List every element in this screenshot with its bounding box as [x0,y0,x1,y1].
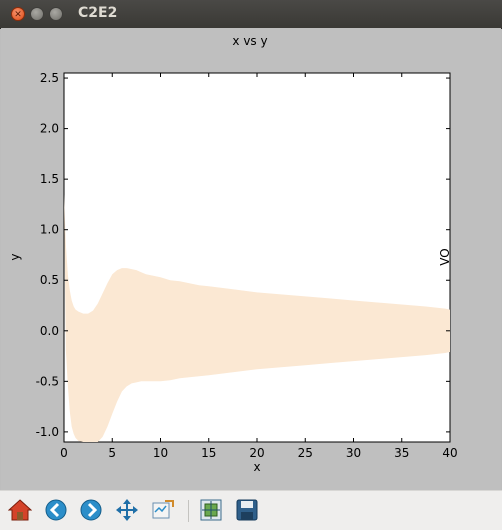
chart-svg: x vs y 0 5 10 15 20 25 30 35 40 2.5 2.0 1.5 1.0 0.5 0.… [8,34,458,474]
y-axis-label: y [8,253,22,260]
maximize-window-button[interactable] [49,7,63,21]
toolbar-separator [188,500,189,522]
x-tick-label: 10 [153,446,168,460]
x-tick-label: 5 [108,446,116,460]
y-tick-label: 2.5 [40,71,59,85]
pan-button[interactable] [113,496,141,524]
title-bar: ✕ C2E2 [0,0,502,29]
save-button[interactable] [233,496,261,524]
y-tick-label: -0.5 [36,374,59,388]
chart-title: x vs y [232,34,267,48]
series-fill-area [64,194,450,442]
y-tick-label: 0.5 [40,273,59,287]
close-window-button[interactable]: ✕ [11,7,25,21]
save-icon [236,499,258,521]
y-tick-label: 1.0 [40,223,59,237]
y-tick-label: 2.0 [40,122,59,136]
close-icon: ✕ [14,10,22,20]
navigation-toolbar [0,490,502,530]
home-button[interactable] [6,496,34,524]
configure-subplots-button[interactable] [149,496,177,524]
x-axis-label: x [253,460,260,474]
figure-canvas[interactable]: x vs y 0 5 10 15 20 25 30 35 40 2.5 2.0 1.5 1.0 0.5 0.… [1,28,501,490]
back-button[interactable] [42,496,70,524]
y-tick-label: 0.0 [40,324,59,338]
x-tick-label: 15 [201,446,216,460]
window-title: C2E2 [78,5,118,21]
back-icon [45,499,67,521]
pan-icon [116,499,138,521]
forward-button[interactable] [77,496,105,524]
x-tick-label: 30 [346,446,361,460]
configure-subplots-icon [152,500,174,519]
zoom-to-rect-button[interactable] [197,496,225,524]
forward-icon [80,499,102,521]
y-tick-label: 1.5 [40,172,59,186]
x-tick-label: 40 [442,446,457,460]
zoom-to-rect-icon [200,499,222,521]
x-tick-label: 35 [394,446,409,460]
x-tick-label: 20 [249,446,264,460]
x-tick-label: 0 [60,446,68,460]
x-tick-label: 25 [298,446,313,460]
home-icon [8,499,32,521]
y-tick-label: -1.0 [36,425,59,439]
right-axis-label: VO [438,248,452,265]
minimize-window-button[interactable] [30,7,44,21]
fill-layer [64,194,450,442]
ticks-layer: 0 5 10 15 20 25 30 35 40 2.5 2.0 1.5 1.0 0.5 0.0 -0.5 -1… [36,71,458,460]
